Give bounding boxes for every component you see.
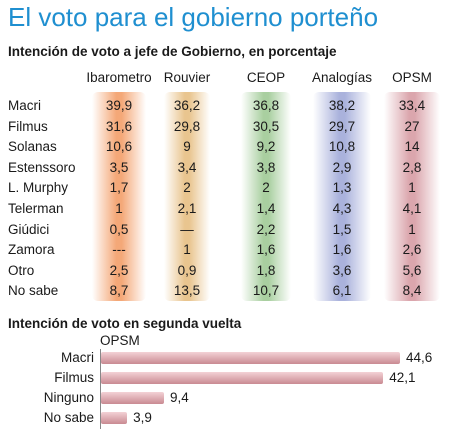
column-header: Rouvier bbox=[163, 70, 211, 85]
table-cell: 27 bbox=[404, 118, 420, 134]
row-label: Solanas bbox=[8, 139, 57, 155]
row-label: Otro bbox=[8, 262, 35, 278]
table-cell: 13,5 bbox=[173, 283, 201, 299]
column-header: Ibarometro bbox=[86, 70, 152, 85]
bar bbox=[101, 372, 384, 384]
table-cell: 1 bbox=[183, 242, 191, 258]
bar bbox=[101, 352, 400, 364]
table-cell: 10,7 bbox=[252, 283, 280, 299]
row-label: Macri bbox=[8, 98, 41, 113]
table-cell: 1 bbox=[408, 180, 416, 196]
table-cell: 2 bbox=[262, 180, 270, 196]
table-cell: 3,8 bbox=[256, 159, 276, 175]
table-cell: 3,4 bbox=[177, 159, 197, 175]
bar-category-label: Filmus bbox=[54, 370, 94, 385]
row-label: L. Murphy bbox=[8, 180, 69, 196]
bar bbox=[101, 392, 165, 404]
bar-chart-axis bbox=[100, 349, 101, 429]
column-band-4 bbox=[384, 92, 440, 301]
table-cell: 1,7 bbox=[109, 180, 129, 196]
bar-category-label: No sabe bbox=[43, 410, 94, 425]
column-header: OPSM bbox=[392, 70, 432, 85]
row-label: No sabe bbox=[8, 283, 59, 299]
table-cell: 14 bbox=[404, 139, 420, 155]
column-band-2 bbox=[241, 92, 291, 301]
table-cell: 1,6 bbox=[256, 242, 276, 258]
row-label: Giúdici bbox=[8, 221, 50, 237]
table-cell: 1,5 bbox=[332, 221, 352, 237]
table-cell: 2 bbox=[183, 180, 191, 196]
table-cell: 1 bbox=[408, 221, 416, 237]
bar-chart-title: Intención de voto en segunda vuelta bbox=[8, 316, 242, 331]
table-cell: 1 bbox=[115, 201, 123, 216]
table-cell: 1,3 bbox=[332, 180, 352, 196]
table-cell: 10,6 bbox=[105, 139, 133, 155]
table-cell: 8,4 bbox=[402, 283, 422, 299]
table-cell: 2,6 bbox=[402, 242, 422, 258]
column-band-1 bbox=[164, 92, 210, 301]
page-title: El voto para el gobierno porteño bbox=[8, 2, 379, 32]
table-cell: 9,2 bbox=[256, 139, 276, 155]
table-cell: 2,8 bbox=[402, 159, 422, 175]
table-cell: --- bbox=[112, 242, 126, 258]
table-cell: 4,1 bbox=[402, 201, 422, 216]
row-label: Estenssoro bbox=[8, 159, 76, 175]
table-cell: 0,9 bbox=[177, 262, 197, 278]
table-cell: 39,9 bbox=[105, 98, 133, 113]
table-cell: 29,7 bbox=[328, 118, 356, 134]
column-band-0 bbox=[92, 92, 146, 301]
table-cell: 1,8 bbox=[256, 262, 276, 278]
table-cell: 38,2 bbox=[328, 98, 356, 113]
table-cell: 10,8 bbox=[328, 139, 356, 155]
bar-value-label: 3,9 bbox=[133, 410, 152, 425]
table-cell: 31,6 bbox=[105, 118, 133, 134]
table-cell: 0,5 bbox=[109, 221, 129, 237]
table-cell: 2,9 bbox=[332, 159, 352, 175]
table-cell: 3,5 bbox=[109, 159, 129, 175]
bar-category-label: Macri bbox=[61, 350, 94, 365]
table-cell: 9 bbox=[183, 139, 191, 155]
table-cell: 8,7 bbox=[109, 283, 129, 299]
table-cell: 2,2 bbox=[256, 221, 276, 237]
table-cell: 4,3 bbox=[332, 201, 352, 216]
table-cell: 29,8 bbox=[173, 118, 201, 134]
column-band-3 bbox=[313, 92, 371, 301]
table-cell: — bbox=[180, 221, 194, 237]
row-label: Zamora bbox=[8, 242, 55, 258]
bar-value-label: 9,4 bbox=[170, 390, 189, 405]
table-cell: 1,4 bbox=[256, 201, 276, 216]
table-cell: 36,8 bbox=[252, 98, 280, 113]
table-cell: 5,6 bbox=[402, 262, 422, 278]
table-title: Intención de voto a jefe de Gobierno, en… bbox=[8, 44, 337, 59]
table-cell: 36,2 bbox=[173, 98, 201, 113]
table-cell: 6,1 bbox=[332, 283, 352, 299]
bar-value-label: 44,6 bbox=[406, 350, 433, 365]
bar-chart-series-label: OPSM bbox=[100, 333, 140, 348]
table-cell: 2,1 bbox=[177, 201, 197, 216]
column-header: Analogías bbox=[311, 70, 373, 85]
table-cell: 1,6 bbox=[332, 242, 352, 258]
table-cell: 33,4 bbox=[398, 98, 426, 113]
column-header: CEOP bbox=[246, 70, 286, 85]
bar-category-label: Ninguno bbox=[43, 390, 94, 405]
table-cell: 30,5 bbox=[252, 118, 280, 134]
table-cell: 3,6 bbox=[332, 262, 352, 278]
row-label: Telerman bbox=[8, 201, 64, 216]
bar bbox=[101, 412, 128, 424]
bar-value-label: 42,1 bbox=[389, 370, 416, 385]
row-label: Filmus bbox=[8, 118, 48, 134]
table-cell: 2,5 bbox=[109, 262, 129, 278]
